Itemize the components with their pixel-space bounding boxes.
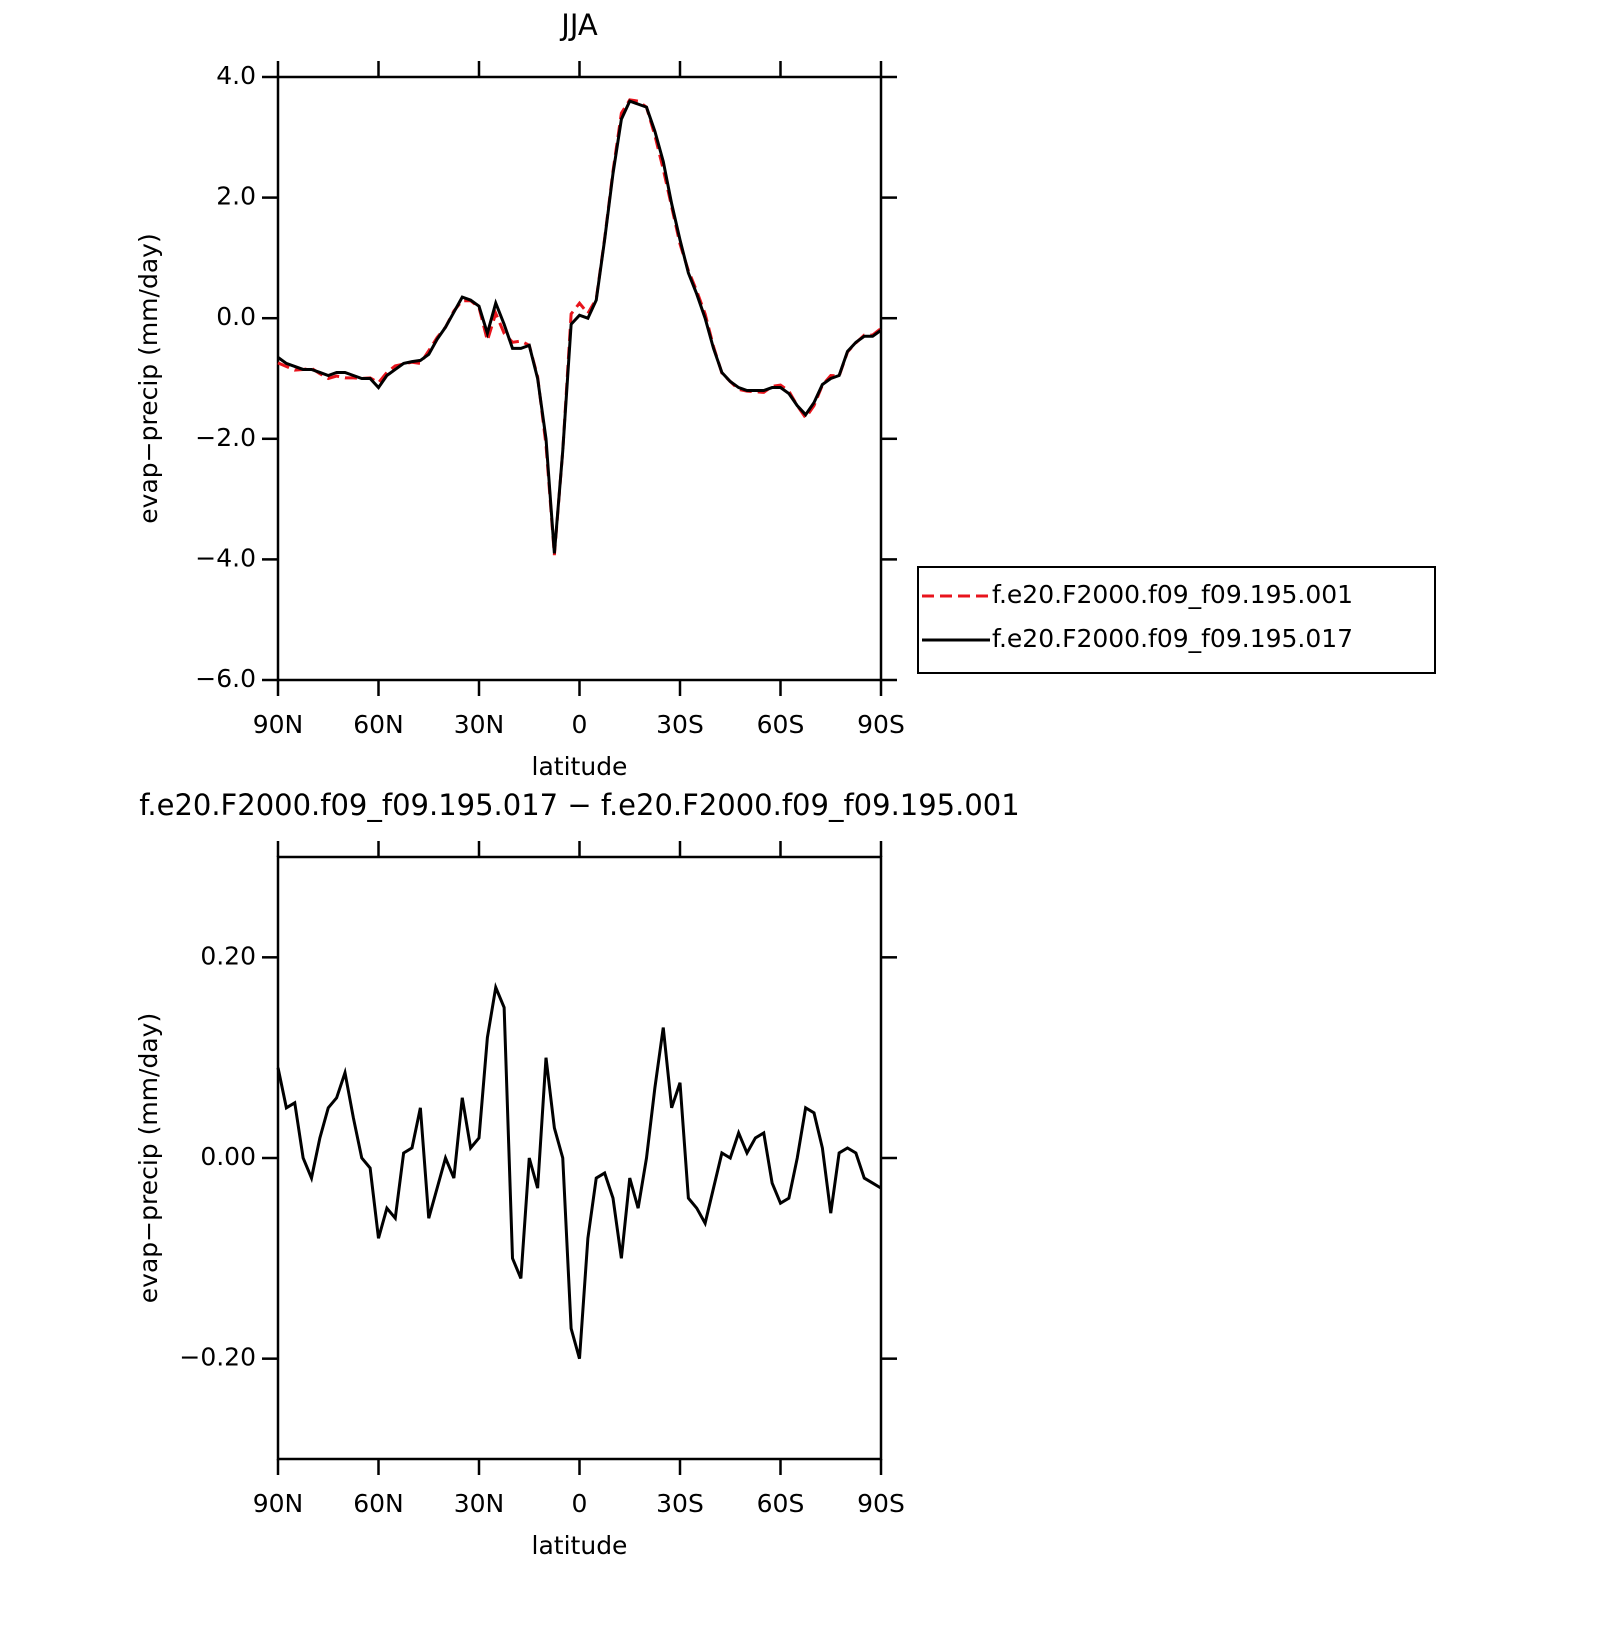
data-line bbox=[277, 98, 882, 556]
chart-title: JJA bbox=[559, 8, 598, 42]
x-tick-label: 30S bbox=[656, 1489, 704, 1518]
plot-frame bbox=[276, 855, 883, 1461]
data-line bbox=[277, 99, 882, 554]
x-tick-label: 30S bbox=[656, 710, 704, 739]
chart-title: f.e20.F2000.f09_f09.195.017 − f.e20.F200… bbox=[139, 788, 1019, 822]
legend-label: f.e20.F2000.f09_f09.195.001 bbox=[992, 580, 1353, 609]
x-tick-label: 60N bbox=[353, 710, 404, 739]
x-tick-label: 90N bbox=[253, 710, 304, 739]
x-tick-label: 90S bbox=[857, 710, 905, 739]
y-tick-label: 0.0 bbox=[216, 302, 256, 331]
legend-box bbox=[917, 566, 1436, 674]
x-tick-label: 30N bbox=[454, 710, 505, 739]
x-tick-label: 60S bbox=[757, 710, 805, 739]
y-tick-label: 4.0 bbox=[216, 61, 256, 90]
y-axis-label: evap−precip (mm/day) bbox=[134, 1013, 163, 1303]
data-line bbox=[276, 982, 882, 1360]
y-tick-label: −4.0 bbox=[195, 543, 256, 572]
y-axis-label: evap−precip (mm/day) bbox=[134, 233, 163, 523]
x-tick-label: 90N bbox=[253, 1489, 304, 1518]
y-tick-label: −6.0 bbox=[195, 664, 256, 693]
y-tick-label: −2.0 bbox=[195, 423, 256, 452]
y-tick-label: 2.0 bbox=[216, 182, 256, 211]
x-tick-label: 0 bbox=[572, 710, 588, 739]
x-tick-label: 90S bbox=[857, 1489, 905, 1518]
x-tick-label: 60N bbox=[353, 1489, 404, 1518]
legend: f.e20.F2000.f09_f09.195.001 f.e20.F2000.f… bbox=[917, 566, 1436, 674]
legend-label: f.e20.F2000.f09_f09.195.017 bbox=[992, 624, 1353, 653]
y-tick-label: −0.20 bbox=[179, 1343, 256, 1372]
x-axis-label: latitude bbox=[532, 752, 628, 781]
x-axis-label: latitude bbox=[532, 1531, 628, 1560]
x-tick-label: 60S bbox=[757, 1489, 805, 1518]
x-tick-label: 0 bbox=[572, 1489, 588, 1518]
y-tick-label: 0.20 bbox=[200, 941, 256, 970]
y-tick-label: 0.00 bbox=[200, 1142, 256, 1171]
x-tick-label: 30N bbox=[454, 1489, 505, 1518]
